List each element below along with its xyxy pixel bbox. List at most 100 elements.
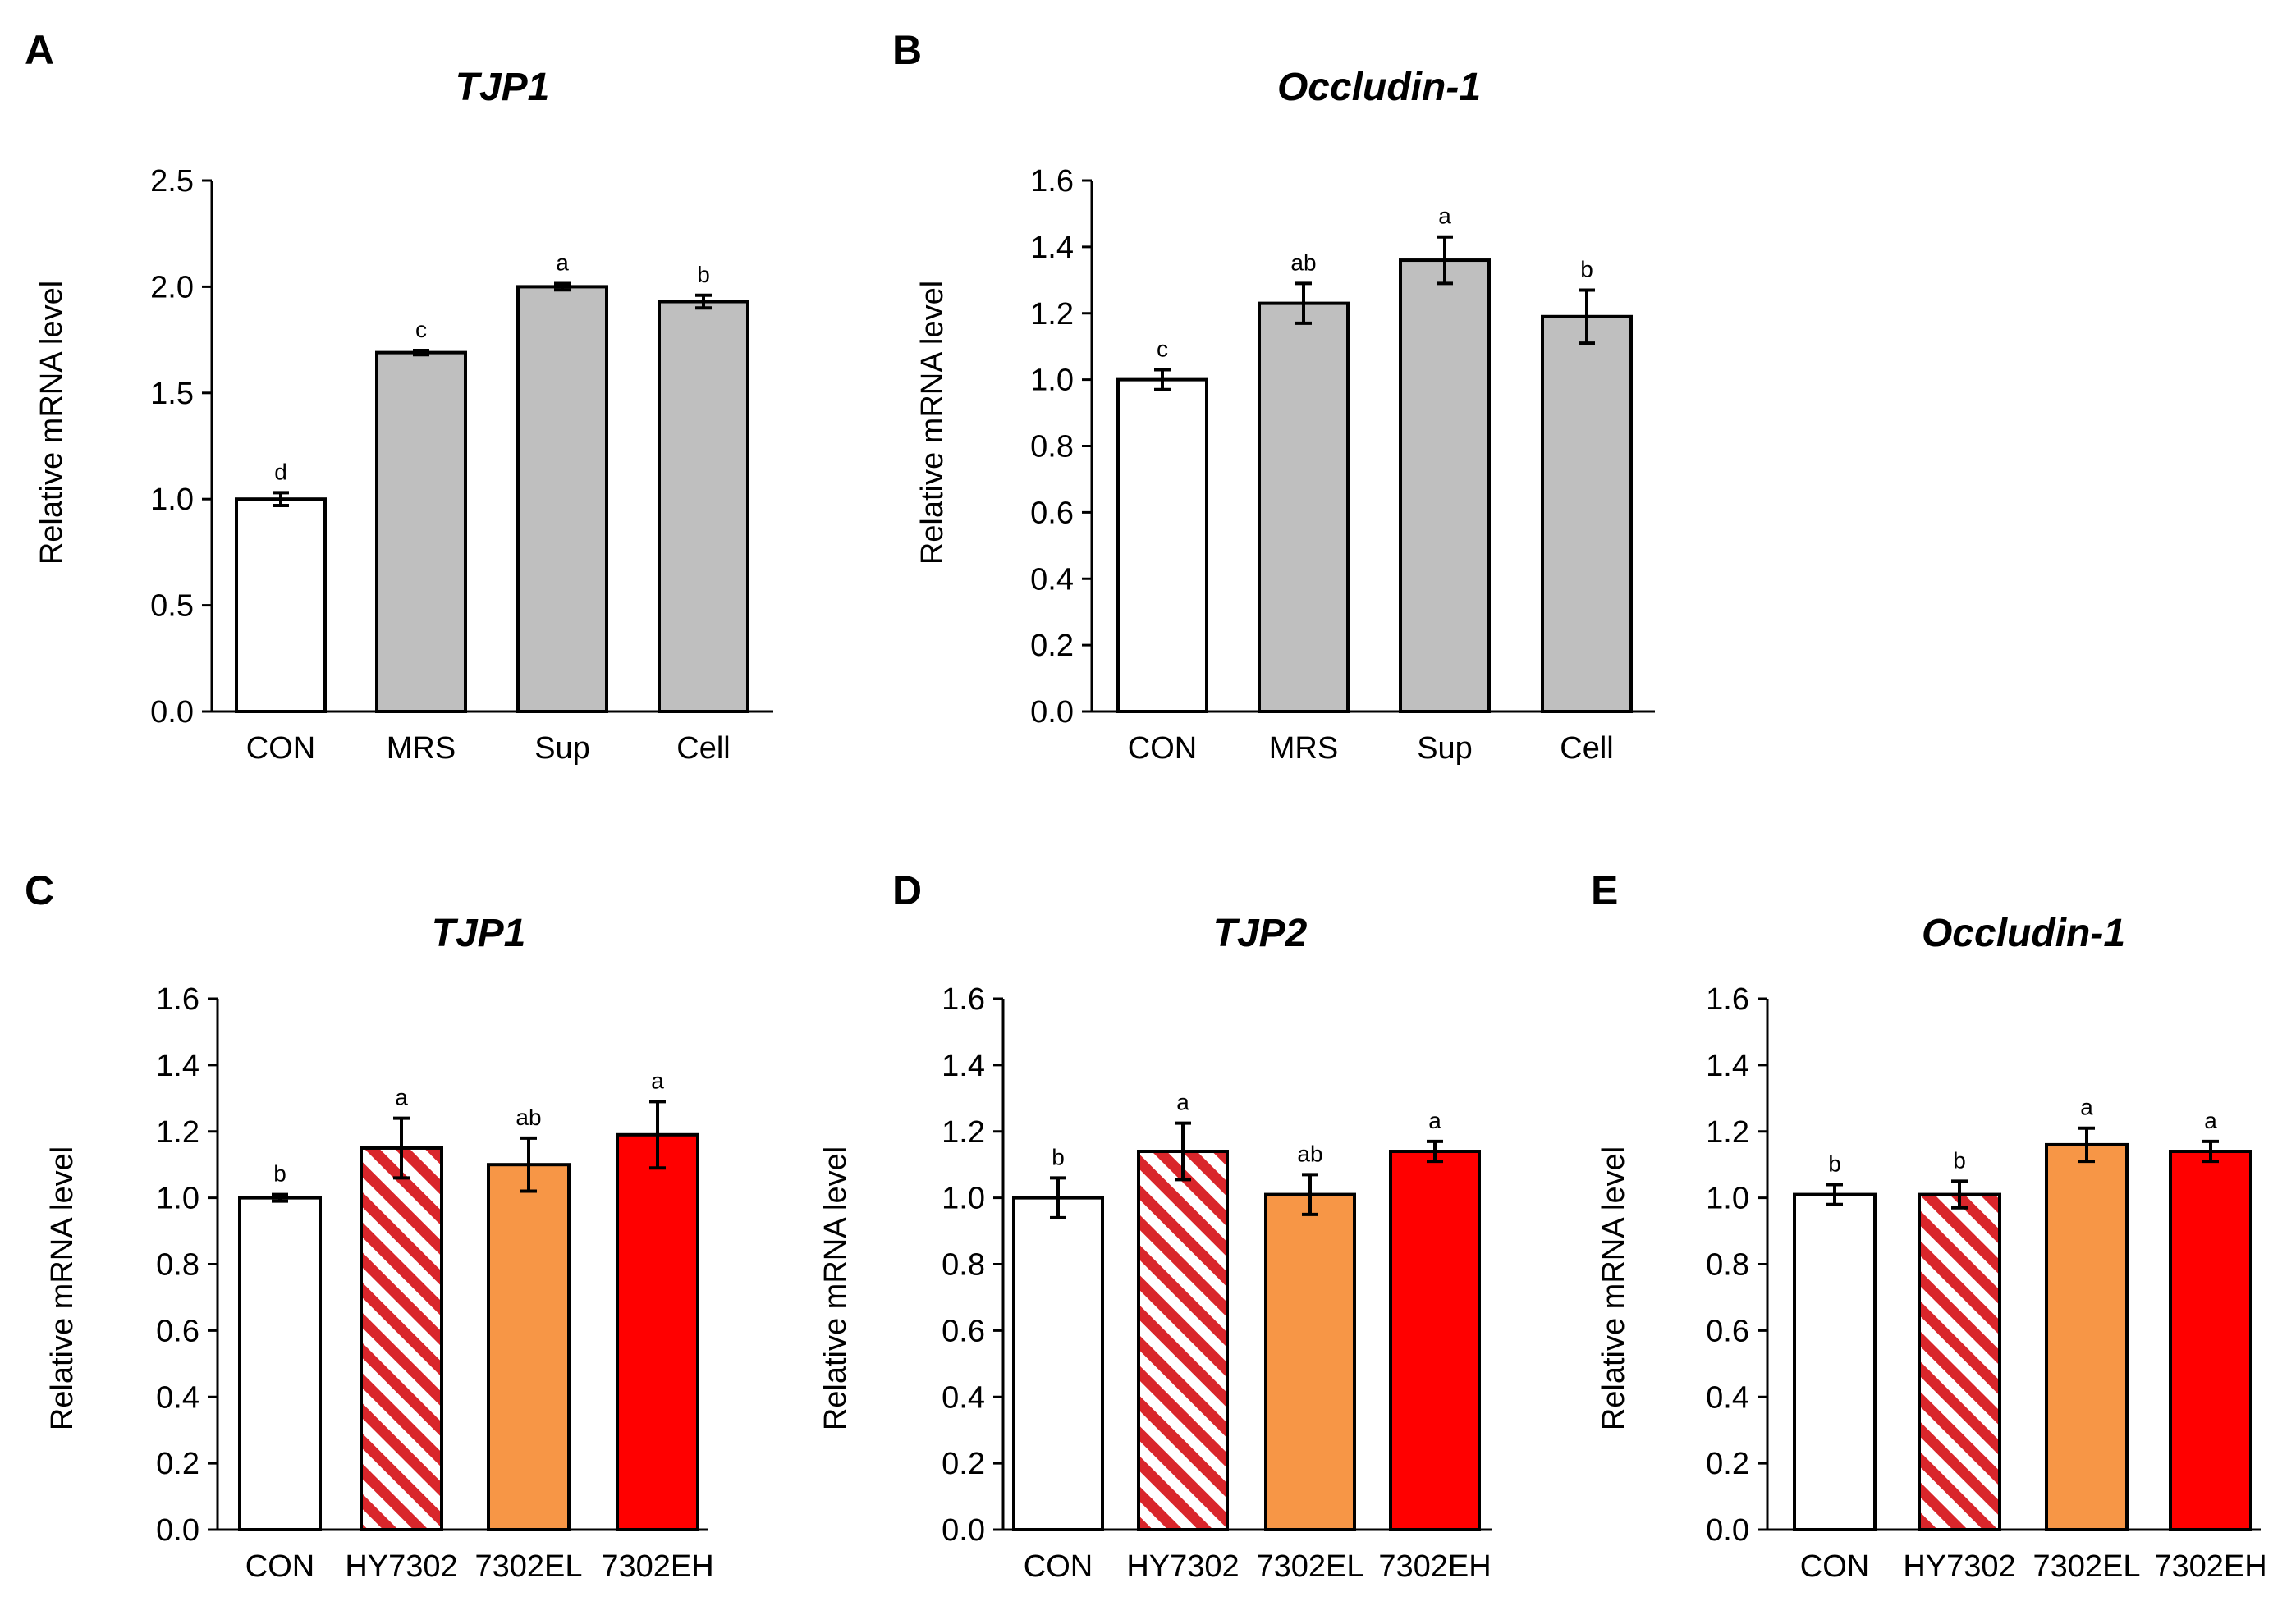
x-tick-label: Cell xyxy=(1560,731,1613,766)
x-tick-label: CON xyxy=(1024,1549,1093,1584)
significance-label: c xyxy=(1157,336,1168,361)
x-tick-label: HY7302 xyxy=(1126,1549,1239,1584)
x-tick-label: 7302EL xyxy=(474,1549,582,1584)
y-tick-label: 0.8 xyxy=(1030,430,1074,464)
y-tick-label: 1.2 xyxy=(156,1115,199,1150)
panel-letter: A xyxy=(25,27,54,73)
y-tick-label: 0.8 xyxy=(942,1248,985,1283)
bar-cell xyxy=(658,300,749,713)
y-tick-label: 1.4 xyxy=(942,1049,985,1083)
chart-title: TJP2 xyxy=(1213,912,1308,955)
y-tick-label: 1.2 xyxy=(942,1115,985,1150)
chart-panel-c: C TJP1 Relative mRNA level b CON a HY7302 ab 730… xyxy=(25,867,714,1584)
significance-label: b xyxy=(1953,1147,1966,1173)
chart-panel-a: A TJP1 Relative mRNA level d CON c MRS a Sup b Cel… xyxy=(25,27,773,766)
y-tick-label: 1.5 xyxy=(150,377,194,411)
panel-letter: E xyxy=(1591,867,1618,913)
error-bar xyxy=(554,281,571,292)
y-tick-label: 1.6 xyxy=(156,982,199,1017)
error-bar xyxy=(273,491,289,507)
y-tick-label: 1.0 xyxy=(150,483,194,517)
significance-label: ab xyxy=(1297,1141,1322,1166)
chart-title: Occludin-1 xyxy=(1922,912,2125,955)
error-bar xyxy=(1826,1183,1843,1206)
y-tick-label: 0.2 xyxy=(942,1447,985,1481)
significance-label: a xyxy=(1176,1090,1189,1115)
x-tick-label: 7302EH xyxy=(1378,1549,1491,1584)
error-bar xyxy=(1295,281,1312,325)
y-tick-label: 0.2 xyxy=(1706,1447,1749,1481)
significance-label: d xyxy=(274,459,287,484)
significance-label: b xyxy=(1580,256,1593,281)
error-bar xyxy=(1302,1173,1318,1216)
significance-label: a xyxy=(2204,1108,2217,1133)
y-tick-label: 1.4 xyxy=(1706,1049,1749,1083)
y-tick-label: 1.0 xyxy=(156,1182,199,1216)
y-tick-label: 0.0 xyxy=(1706,1513,1749,1548)
significance-label: ab xyxy=(516,1105,541,1130)
significance-label: a xyxy=(651,1068,664,1093)
y-axis-label: Relative mRNA level xyxy=(34,281,69,565)
bar-con xyxy=(238,1196,322,1531)
y-tick-label: 0.4 xyxy=(1706,1380,1749,1415)
y-tick-label: 2.0 xyxy=(150,270,194,304)
y-tick-label: 0.6 xyxy=(1030,496,1074,530)
chart-title: TJP1 xyxy=(432,912,526,955)
x-tick-label: Sup xyxy=(534,731,590,766)
x-tick-label: Sup xyxy=(1417,731,1473,766)
error-bar xyxy=(1437,235,1453,286)
y-tick-label: 0.4 xyxy=(942,1380,985,1415)
y-tick-label: 1.0 xyxy=(942,1182,985,1216)
significance-label: ab xyxy=(1290,249,1316,275)
y-tick-label: 0.6 xyxy=(942,1314,985,1348)
bar-7302el xyxy=(2045,1142,2129,1532)
error-bar xyxy=(1427,1139,1443,1164)
bar-mrs xyxy=(1258,301,1350,713)
significance-label: b xyxy=(1828,1151,1841,1176)
y-tick-label: 1.6 xyxy=(1706,982,1749,1017)
chart-title: TJP1 xyxy=(456,66,550,109)
error-bar xyxy=(413,349,429,357)
x-tick-label: 7302EL xyxy=(2032,1549,2140,1584)
significance-label: a xyxy=(2080,1095,2093,1120)
x-tick-label: HY7302 xyxy=(1903,1549,2015,1584)
y-tick-label: 0.2 xyxy=(1030,629,1074,663)
y-tick-label: 1.0 xyxy=(1706,1182,1749,1216)
y-tick-label: 2.5 xyxy=(150,164,194,199)
error-bar xyxy=(520,1136,537,1193)
y-tick-label: 1.0 xyxy=(1030,364,1074,398)
y-tick-label: 0.4 xyxy=(1030,562,1074,597)
error-bar xyxy=(649,1100,666,1170)
bar-hy7302 xyxy=(360,1146,443,1531)
error-bar xyxy=(393,1116,410,1180)
y-tick-label: 0.8 xyxy=(1706,1248,1749,1283)
bar-con xyxy=(235,497,327,713)
chart-title: Occludin-1 xyxy=(1277,66,1481,109)
panel-letter: B xyxy=(892,27,922,73)
bar-cell xyxy=(1541,314,1633,713)
chart-panel-d: D TJP2 Relative mRNA level b CON a HY7302 ab 730… xyxy=(818,867,1492,1584)
x-tick-label: 7302EH xyxy=(2154,1549,2266,1584)
bar-hy7302 xyxy=(1918,1192,2001,1532)
x-tick-label: CON xyxy=(1800,1549,1869,1584)
significance-label: b xyxy=(1052,1144,1065,1169)
error-bar xyxy=(1154,368,1171,391)
y-tick-label: 1.6 xyxy=(1030,164,1074,199)
bar-hy7302 xyxy=(1137,1150,1229,1531)
x-tick-label: CON xyxy=(1128,731,1197,766)
significance-label: a xyxy=(395,1085,408,1110)
bar-7302eh xyxy=(2169,1150,2252,1531)
bar-con xyxy=(1116,377,1208,713)
y-tick-label: 1.6 xyxy=(942,982,985,1017)
bar-con xyxy=(1793,1192,1877,1532)
x-tick-label: 7302EH xyxy=(601,1549,713,1584)
y-tick-label: 0.6 xyxy=(156,1314,199,1348)
error-bar xyxy=(1050,1176,1066,1219)
bar-7302el xyxy=(487,1163,571,1531)
significance-label: a xyxy=(1438,204,1451,229)
significance-label: b xyxy=(273,1161,286,1187)
error-bar xyxy=(1579,288,1595,345)
error-bar xyxy=(695,293,712,310)
